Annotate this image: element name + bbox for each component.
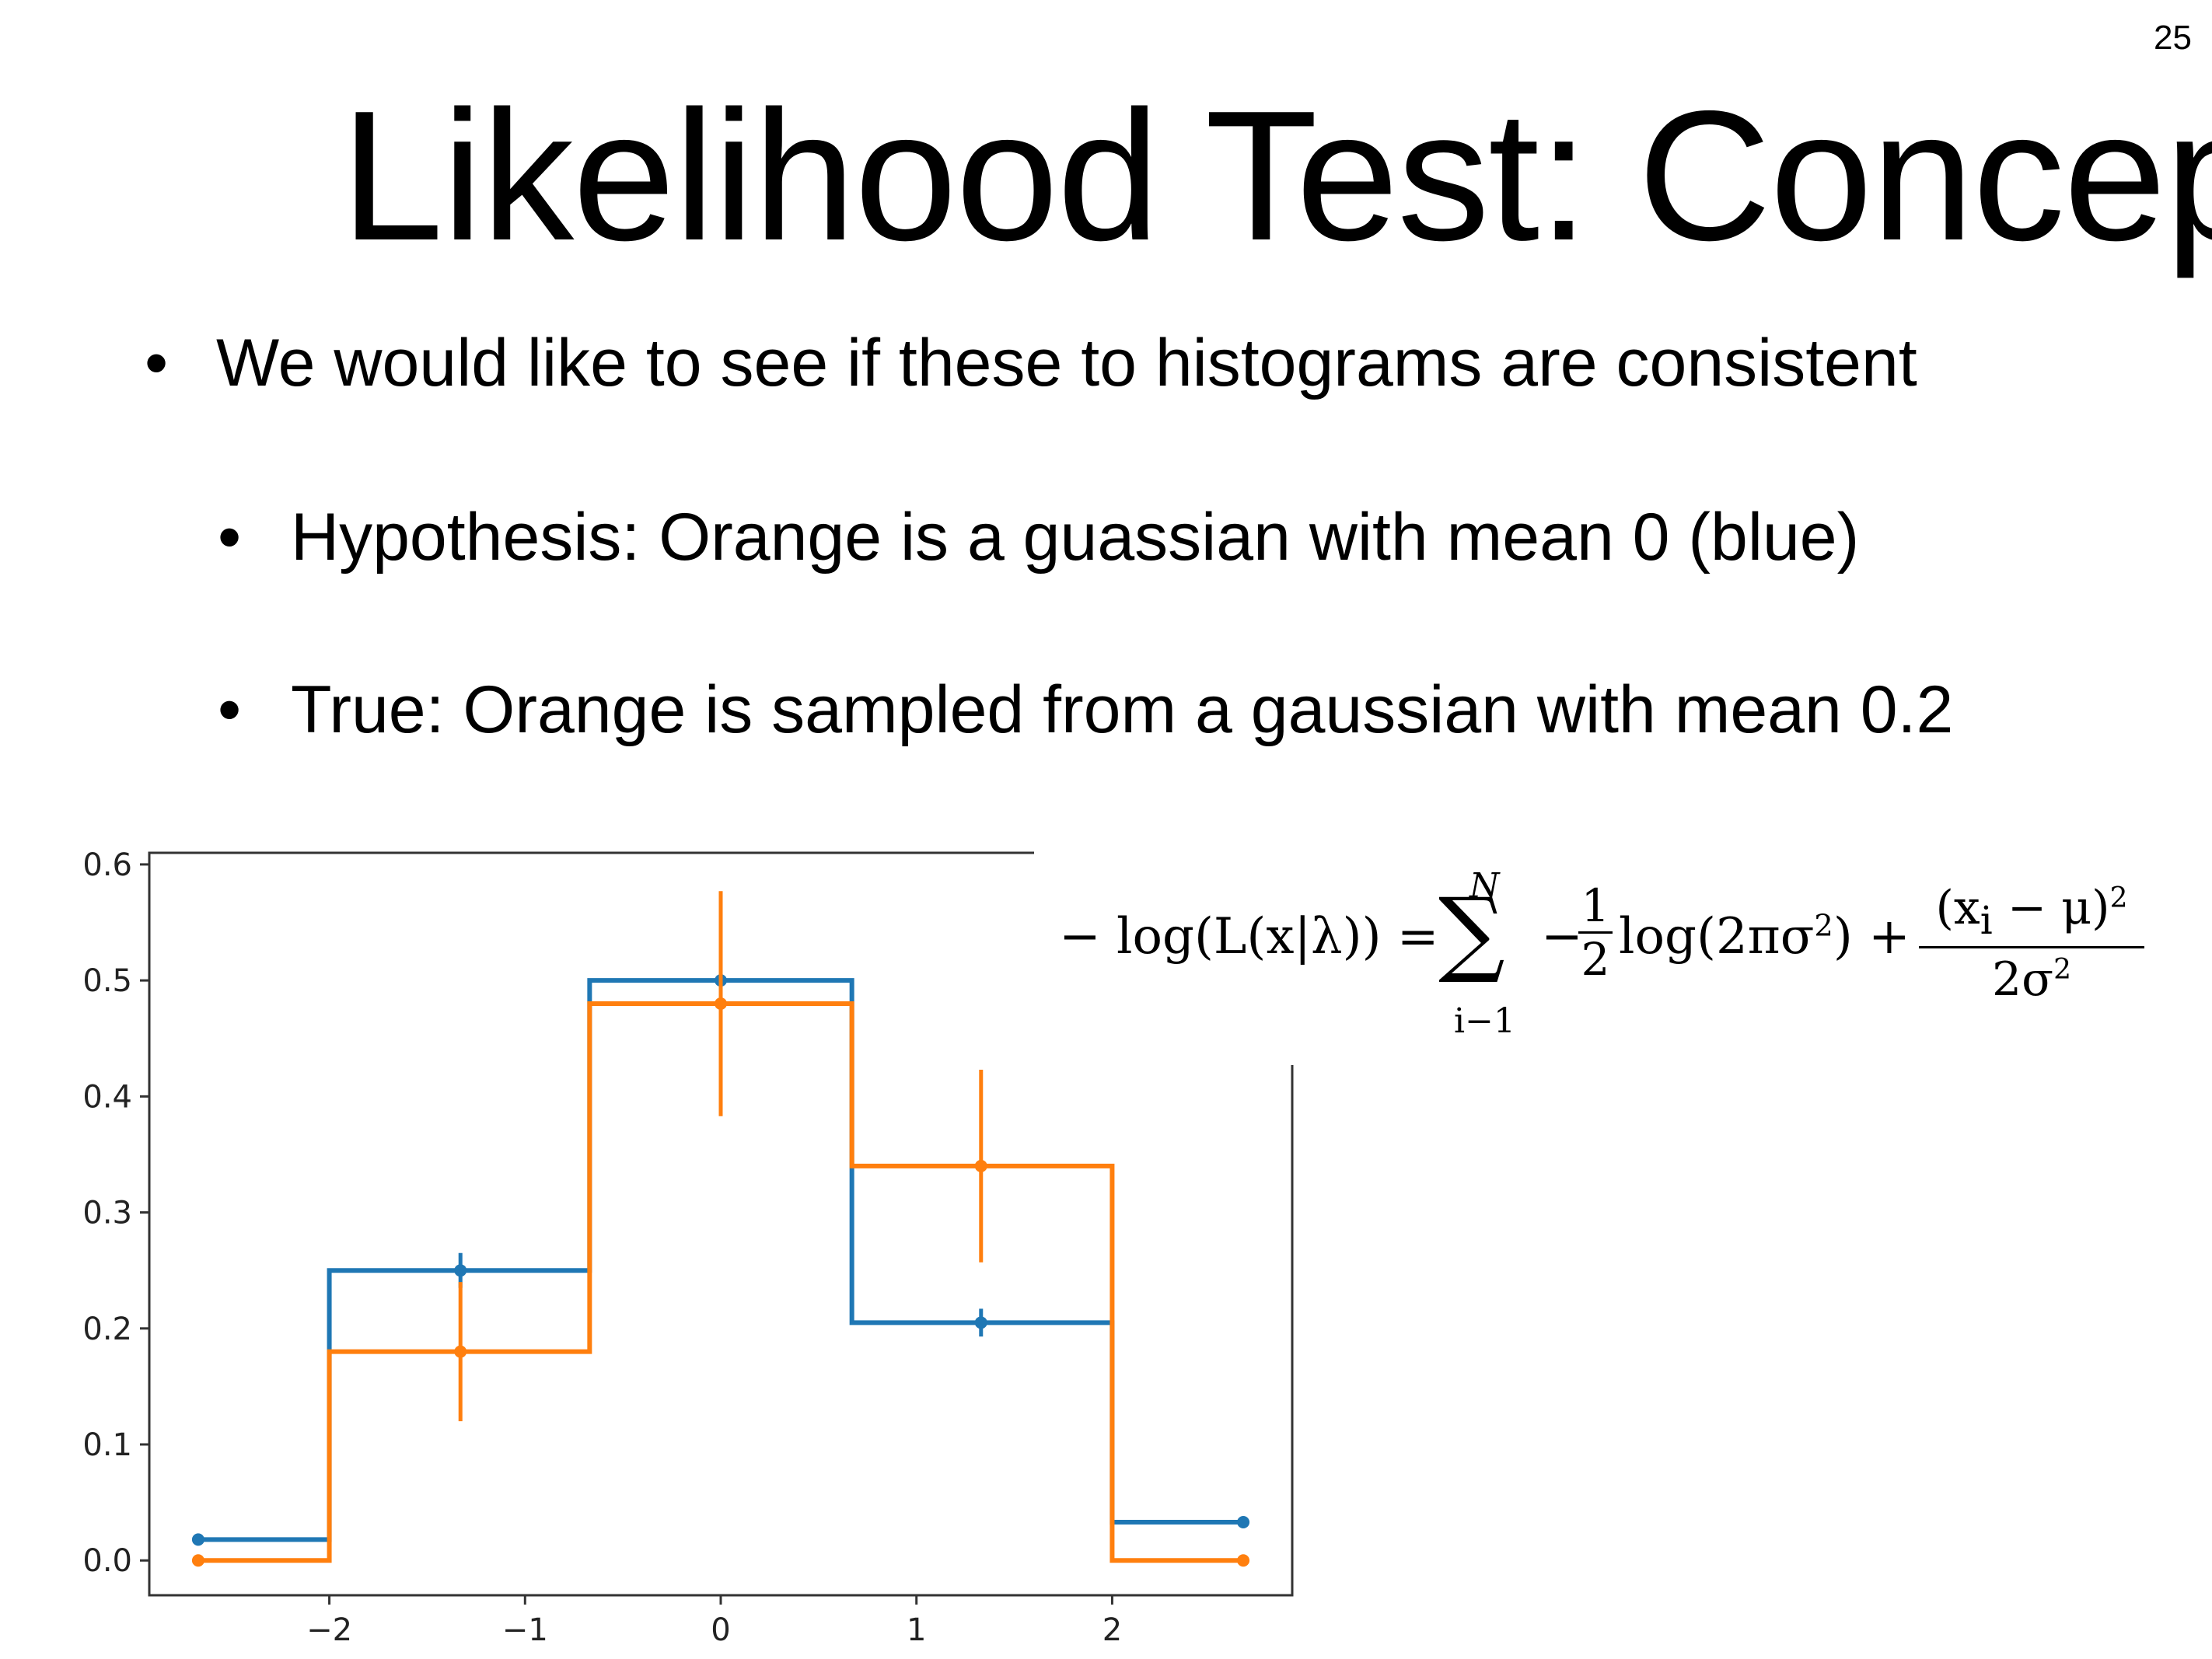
bin-center-marker <box>454 1264 467 1277</box>
bin-center-marker <box>1237 1554 1250 1567</box>
histogram-chart: 0.0 0.1 0.2 0.3 0.4 0.5 0.6 −2 −1 0 1 2 <box>82 847 1294 1648</box>
x-axis: −2 −1 0 1 2 <box>306 1595 1122 1648</box>
sub-bullet-item: • Hypothesis: Orange is a guassian with … <box>218 504 1859 571</box>
log-term-close: ) + <box>1833 908 1910 966</box>
log-term-text: log(2πσ <box>1619 908 1815 966</box>
numerator-sup: 2 <box>2109 882 2128 914</box>
fraction-denominator: 2σ2 <box>1919 948 2144 1004</box>
bin-center-marker <box>974 1159 987 1172</box>
log-term-sup: 2 <box>1814 908 1833 944</box>
bullet-dot: • <box>218 500 242 575</box>
series-group <box>191 891 1250 1567</box>
bullet-text: True: Orange is sampled from a gaussian … <box>291 672 1954 747</box>
bullet-dot: • <box>145 326 169 400</box>
y-tick-label: 0.1 <box>82 1427 132 1463</box>
denominator-sup: 2 <box>2053 954 2072 986</box>
page-number: 25 <box>2154 19 2192 57</box>
bullet-dot: • <box>218 672 242 747</box>
sum-upper-limit: N <box>1469 866 1500 906</box>
variance-fraction: (xi − μ)2 2σ2 <box>1919 885 2144 1003</box>
sum-lower-limit: i−1 <box>1454 1001 1515 1041</box>
bin-center-marker <box>974 1316 987 1329</box>
bullet-item: • We would like to see if these to histo… <box>145 330 1917 396</box>
y-tick-label: 0.4 <box>82 1079 132 1115</box>
y-tick-label: 0.6 <box>82 847 132 883</box>
y-tick-label: 0.2 <box>82 1311 132 1347</box>
half-denominator: 2 <box>1581 933 1610 986</box>
numerator-open: (x <box>1935 881 1980 935</box>
bullet-text: We would like to see if these to histogr… <box>216 326 1917 400</box>
numerator-sub: i <box>1980 898 1993 943</box>
x-tick-label: 2 <box>1103 1612 1122 1648</box>
x-tick-label: −1 <box>502 1612 548 1648</box>
sub-bullet-item: • True: Orange is sampled from a gaussia… <box>218 676 1953 743</box>
log-term: log(2πσ2) + <box>1619 908 1910 966</box>
bin-center-marker <box>1237 1515 1250 1528</box>
denominator-text: 2σ <box>1991 952 2054 1007</box>
y-tick-label: 0.5 <box>82 963 132 999</box>
series-layer <box>191 891 1250 1567</box>
y-tick-label: 0.0 <box>82 1543 132 1579</box>
formula-lhs: − log(L(x|λ)) = <box>1059 908 1439 966</box>
x-tick-label: −2 <box>306 1612 352 1648</box>
x-tick-label: 1 <box>907 1612 926 1648</box>
fraction-numerator: (xi − μ)2 <box>1919 885 2144 948</box>
bullet-text: Hypothesis: Orange is a guassian with me… <box>291 500 1860 575</box>
numerator-rest: − μ) <box>1992 881 2110 935</box>
y-tick-label: 0.3 <box>82 1196 132 1231</box>
sum-symbol: ∑ <box>1438 878 1505 987</box>
bin-center-marker <box>191 1554 204 1567</box>
bin-center-marker <box>454 1345 467 1358</box>
x-tick-label: 0 <box>711 1612 730 1648</box>
y-axis: 0.0 0.1 0.2 0.3 0.4 0.5 0.6 <box>82 847 149 1579</box>
half-numerator: 1 <box>1578 883 1613 934</box>
plot-frame <box>148 851 1294 1597</box>
likelihood-formula: − log(L(x|λ)) = ∑ N i−1 − 1 2 log(2πσ2) … <box>1034 840 2144 1065</box>
slide-title: Likelihood Test: Concept <box>341 73 2212 279</box>
bin-center-marker <box>715 997 727 1010</box>
formula-minus: − <box>1541 908 1583 966</box>
half-fraction: 1 2 <box>1578 883 1613 982</box>
bin-center-marker <box>191 1533 204 1546</box>
